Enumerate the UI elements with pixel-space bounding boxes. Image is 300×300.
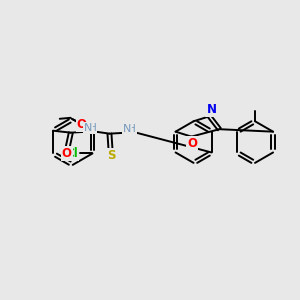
Text: O: O [188,137,197,150]
Text: O: O [76,118,87,131]
Text: O: O [62,147,72,160]
Text: Cl: Cl [65,147,78,160]
Text: H: H [89,123,97,133]
Text: N: N [123,124,131,134]
Text: H: H [128,124,136,134]
Text: N: N [206,103,216,116]
Text: S: S [107,149,116,162]
Text: N: N [83,123,92,133]
